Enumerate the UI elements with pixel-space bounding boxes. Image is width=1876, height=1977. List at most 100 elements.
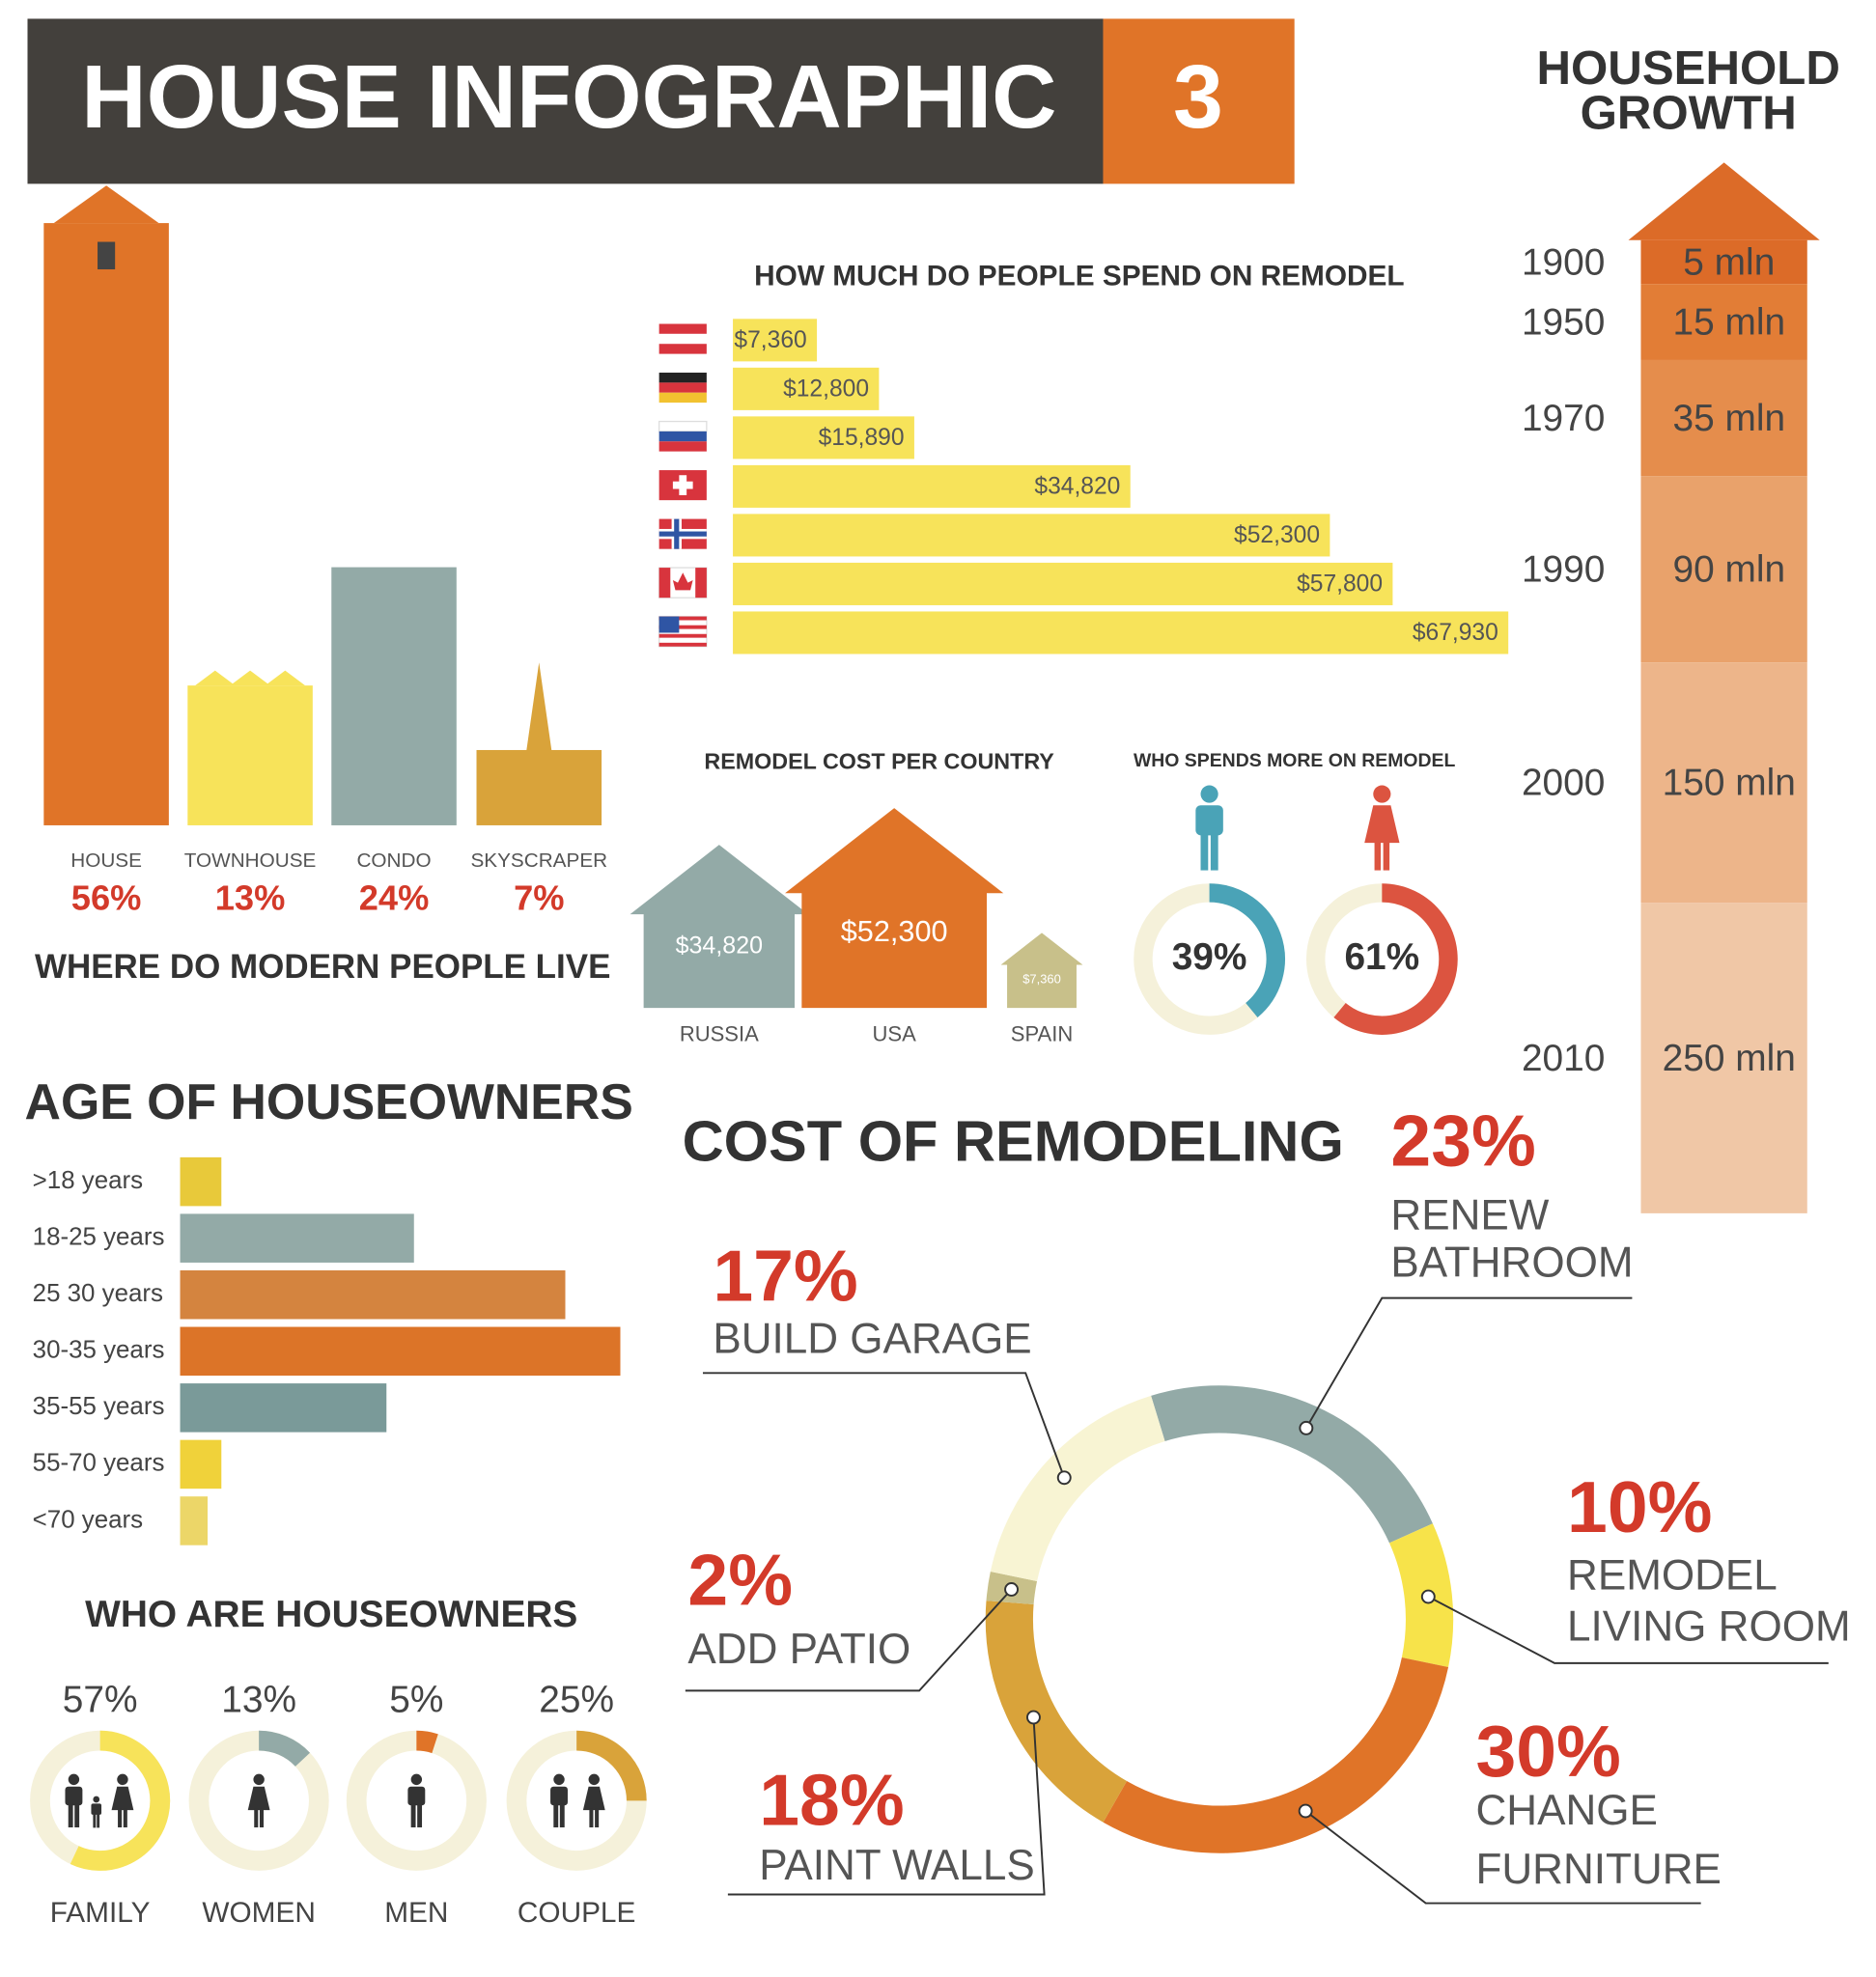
- leader-line: [1304, 1810, 1701, 1905]
- house: [1000, 933, 1083, 1009]
- building: [187, 685, 313, 825]
- value-label: 10%: [1567, 1466, 1712, 1547]
- value-label: 23%: [1390, 1100, 1535, 1182]
- flag-usa: [658, 615, 708, 648]
- house: [630, 845, 809, 1009]
- ring-segment: [1151, 1385, 1433, 1544]
- value-label: $52,300: [1234, 522, 1320, 548]
- header-bar: [27, 18, 1104, 184]
- flag-switzerland: [658, 470, 707, 501]
- man-icon: [1195, 785, 1223, 871]
- value-label: $34,820: [1034, 474, 1120, 500]
- chart-title: WHO ARE HOUSEOWNERS: [85, 1594, 577, 1635]
- value-label: $57,800: [1297, 571, 1383, 598]
- building: [476, 749, 602, 825]
- house: [785, 808, 1004, 1009]
- bar: [180, 1156, 222, 1207]
- bar: [180, 1439, 222, 1490]
- bar: [180, 1213, 414, 1263]
- chart-title: WHO SPENDS MORE ON REMODEL: [1134, 750, 1456, 771]
- category-label: REMODEL: [1567, 1551, 1778, 1599]
- value-label: 13%: [215, 877, 286, 917]
- leader-line: [1305, 1296, 1633, 1429]
- roof: [195, 670, 236, 686]
- bar: [180, 1496, 209, 1545]
- arrow-head: [1628, 162, 1820, 240]
- roof: [53, 185, 159, 224]
- roof: [230, 670, 270, 686]
- category-label: FAMILY: [50, 1897, 151, 1929]
- category-label: 1950: [1522, 301, 1605, 343]
- leader-dot: [1299, 1420, 1314, 1435]
- flag-canada: [658, 567, 708, 599]
- flag-germany: [658, 373, 707, 404]
- category-label: ADD PATIO: [687, 1626, 910, 1673]
- women-icon: [247, 1773, 270, 1828]
- value-label: 39%: [1172, 936, 1247, 978]
- category-label: FURNITURE: [1475, 1846, 1721, 1893]
- leader-line: [727, 1716, 1046, 1896]
- leader-line: [1427, 1596, 1829, 1664]
- value-label: 150 mln: [1663, 763, 1796, 804]
- category-label: 1900: [1522, 241, 1605, 283]
- value-label: 25%: [539, 1679, 614, 1720]
- category-label: 30-35 years: [33, 1337, 165, 1364]
- bar: [733, 562, 1393, 605]
- couple-icon: [550, 1773, 605, 1828]
- leader-dot: [1298, 1803, 1313, 1819]
- header-number-box: [1103, 18, 1295, 184]
- category-label: 55-70 years: [33, 1450, 165, 1477]
- chart-title: HOUSEHOLD: [1536, 42, 1839, 95]
- leader-line: [685, 1588, 1013, 1692]
- family-icon: [65, 1773, 134, 1828]
- category-label: SKYSCRAPER: [470, 849, 607, 872]
- leader-dot: [1056, 1470, 1072, 1486]
- growth-segment: [1640, 359, 1807, 477]
- growth-segment: [1640, 662, 1807, 904]
- bar: [733, 514, 1330, 557]
- value-label: 5%: [389, 1679, 443, 1720]
- donut-segment: [70, 1730, 171, 1871]
- category-label: 35-55 years: [33, 1393, 165, 1420]
- value-label: 61%: [1344, 936, 1419, 978]
- category-label: SPAIN: [1011, 1021, 1073, 1045]
- flag-russia: [658, 420, 708, 452]
- category-label: 25 30 years: [33, 1280, 163, 1307]
- leader-dot: [1420, 1589, 1436, 1604]
- ring-segment: [1103, 1657, 1449, 1853]
- category-label: 1990: [1522, 549, 1605, 591]
- flag-norway: [658, 518, 707, 549]
- leader-dot: [1026, 1710, 1041, 1725]
- chart-title: AGE OF HOUSEOWNERS: [25, 1073, 633, 1129]
- men-icon: [407, 1773, 426, 1828]
- growth-segment: [1640, 476, 1807, 663]
- roof: [265, 670, 306, 686]
- bar: [733, 416, 914, 459]
- value-label: $12,800: [783, 376, 869, 403]
- window: [98, 241, 116, 270]
- building: [43, 223, 169, 825]
- growth-segment: [1640, 239, 1807, 285]
- category-label: RENEW: [1390, 1191, 1549, 1239]
- category-label: 2010: [1522, 1038, 1605, 1079]
- value-label: 30%: [1475, 1711, 1620, 1792]
- category-label: USA: [873, 1021, 917, 1045]
- value-label: 35 mln: [1672, 398, 1785, 439]
- category-label: >18 years: [33, 1167, 143, 1194]
- category-label: BATHROOM: [1390, 1239, 1633, 1287]
- ring-segment: [990, 1395, 1165, 1582]
- value-label: 56%: [71, 877, 142, 917]
- chart-title: REMODEL COST PER COUNTRY: [704, 748, 1054, 773]
- category-label: WOMEN: [202, 1897, 315, 1929]
- bar: [733, 367, 880, 410]
- category-label: MEN: [384, 1897, 448, 1929]
- donut-segment: [258, 1730, 311, 1768]
- value-label: 17%: [713, 1236, 857, 1317]
- growth-segment: [1640, 284, 1807, 360]
- category-label: <70 years: [33, 1506, 143, 1533]
- value-label: 13%: [221, 1679, 296, 1720]
- spire: [526, 662, 552, 750]
- category-label: CHANGE: [1475, 1787, 1657, 1834]
- ring-segment: [985, 1601, 1128, 1823]
